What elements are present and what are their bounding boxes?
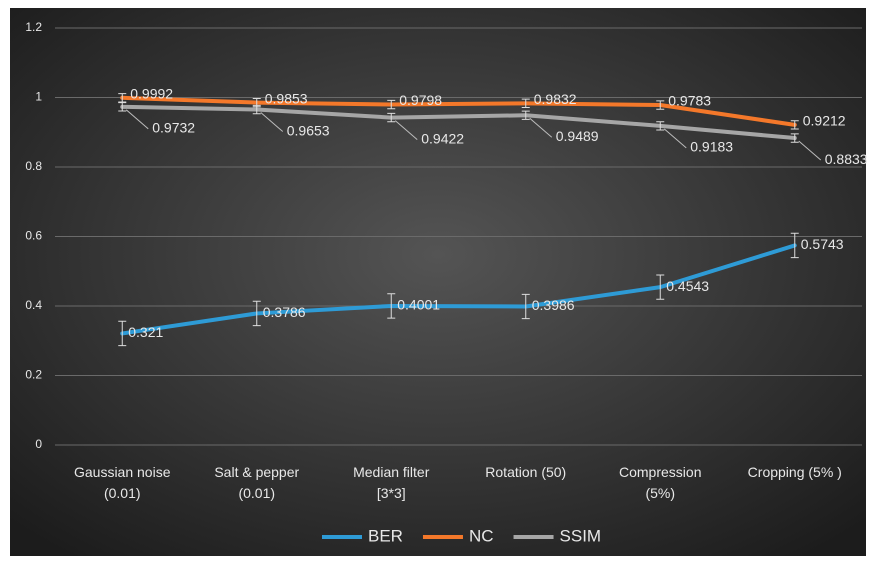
x-tick-label: Median filter [3*3] bbox=[353, 464, 430, 501]
error-bar bbox=[521, 293, 530, 320]
y-tick-label: 0 bbox=[35, 437, 42, 451]
y-tick-label: 1.2 bbox=[25, 20, 42, 34]
y-tick-label: 1 bbox=[35, 90, 42, 104]
legend-label: SSIM bbox=[560, 526, 602, 545]
leader-line bbox=[260, 112, 284, 132]
line-series bbox=[120, 95, 797, 127]
leader-line bbox=[125, 109, 149, 130]
leader-line bbox=[798, 140, 822, 161]
error-bar bbox=[387, 112, 396, 123]
x-tick-label: Gaussian noise (0.01) bbox=[73, 464, 171, 501]
data-label: 0.8833 bbox=[825, 151, 868, 167]
legend-label: NC bbox=[469, 526, 494, 545]
error-bar bbox=[118, 320, 127, 347]
y-tick-label: 0.2 bbox=[25, 368, 42, 382]
error-bar bbox=[790, 232, 799, 259]
x-tick-label: Salt & pepper (0.01) bbox=[214, 464, 300, 501]
data-label: 0.9783 bbox=[668, 93, 711, 109]
data-label: 0.3786 bbox=[263, 304, 306, 320]
error-bar bbox=[656, 100, 665, 110]
error-bar bbox=[521, 98, 530, 109]
leader-line bbox=[529, 117, 553, 138]
data-label: 0.9853 bbox=[265, 90, 308, 106]
data-label: 0.9489 bbox=[556, 128, 599, 144]
leader-line bbox=[394, 120, 418, 140]
error-bar bbox=[656, 274, 665, 300]
data-label: 0.9653 bbox=[287, 122, 330, 138]
data-label: 0.9832 bbox=[534, 91, 577, 107]
legend-label: BER bbox=[368, 526, 403, 545]
line-series bbox=[120, 243, 797, 336]
error-bar bbox=[387, 293, 396, 319]
data-label: 0.9212 bbox=[803, 113, 846, 129]
x-tick-label: Cropping (5% ) bbox=[747, 464, 842, 480]
data-label: 0.9422 bbox=[421, 130, 464, 146]
error-bar bbox=[790, 133, 799, 143]
error-bar bbox=[387, 99, 396, 110]
error-bar bbox=[118, 102, 127, 112]
error-bar bbox=[790, 120, 799, 130]
data-label: 0.9798 bbox=[399, 92, 442, 108]
line-series bbox=[120, 104, 797, 141]
error-bar bbox=[656, 121, 665, 131]
y-tick-label: 0.4 bbox=[25, 298, 42, 312]
data-label: 0.5743 bbox=[801, 236, 844, 252]
data-label: 0.321 bbox=[128, 324, 163, 340]
y-tick-label: 0.8 bbox=[25, 159, 42, 173]
x-tick-label: Rotation (50) bbox=[485, 464, 567, 480]
x-tick-label: Compression (5%) bbox=[619, 464, 702, 501]
data-label: 0.3986 bbox=[532, 297, 575, 313]
error-bar bbox=[521, 110, 530, 120]
error-bar bbox=[118, 93, 127, 103]
error-bar bbox=[252, 300, 261, 327]
data-label: 0.9992 bbox=[130, 85, 173, 101]
data-label: 0.4543 bbox=[666, 278, 709, 294]
y-tick-label: 0.6 bbox=[25, 229, 42, 243]
error-bar bbox=[252, 104, 261, 115]
data-label: 0.9732 bbox=[152, 120, 195, 136]
data-label: 0.9183 bbox=[690, 139, 733, 155]
data-label: 0.4001 bbox=[397, 297, 440, 313]
leader-line bbox=[663, 128, 687, 149]
